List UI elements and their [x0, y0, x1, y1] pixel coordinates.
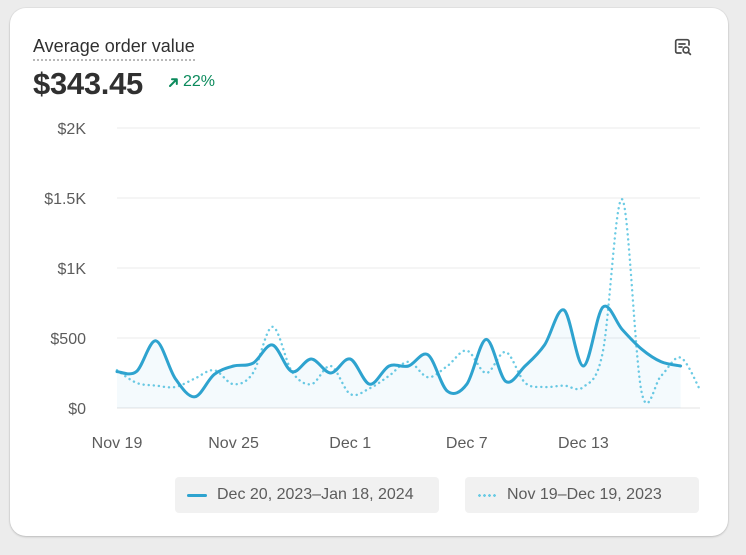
arrow-up-right-icon — [169, 77, 178, 87]
y-tick-label: $2K — [58, 121, 87, 138]
explore-data-icon — [674, 38, 692, 56]
x-tick-label: Dec 13 — [558, 435, 609, 452]
series-line-current — [115, 304, 683, 399]
x-tick-label: Dec 7 — [446, 435, 488, 452]
x-tick-label: Nov 25 — [208, 435, 259, 452]
series-area-current — [117, 306, 681, 408]
change-value: 22% — [183, 73, 216, 90]
x-tick-label: Nov 19 — [92, 435, 143, 452]
x-tick-label: Dec 1 — [329, 435, 371, 452]
y-tick-label: $500 — [50, 331, 86, 348]
y-tick-label: $1.5K — [44, 191, 86, 208]
legend-swatch-dotted — [477, 493, 497, 497]
explore-data-button[interactable] — [670, 34, 696, 60]
series-line-previous — [115, 198, 702, 405]
legend-item-previous[interactable]: Nov 19–Dec 19, 2023 — [465, 477, 699, 513]
change-badge: 22% — [168, 73, 215, 91]
average-order-value-card: Average order value $343.45 22% Dec 20, … — [10, 8, 728, 536]
metric-title[interactable]: Average order value — [33, 36, 195, 61]
legend-swatch-solid — [187, 493, 207, 497]
legend-label-previous: Nov 19–Dec 19, 2023 — [507, 486, 662, 503]
y-tick-label: $0 — [68, 401, 86, 418]
y-tick-label: $1K — [58, 261, 87, 278]
legend-item-current[interactable]: Dec 20, 2023–Jan 18, 2024 — [175, 477, 439, 513]
metric-value: $343.45 — [33, 66, 143, 101]
legend-label-current: Dec 20, 2023–Jan 18, 2024 — [217, 486, 414, 503]
